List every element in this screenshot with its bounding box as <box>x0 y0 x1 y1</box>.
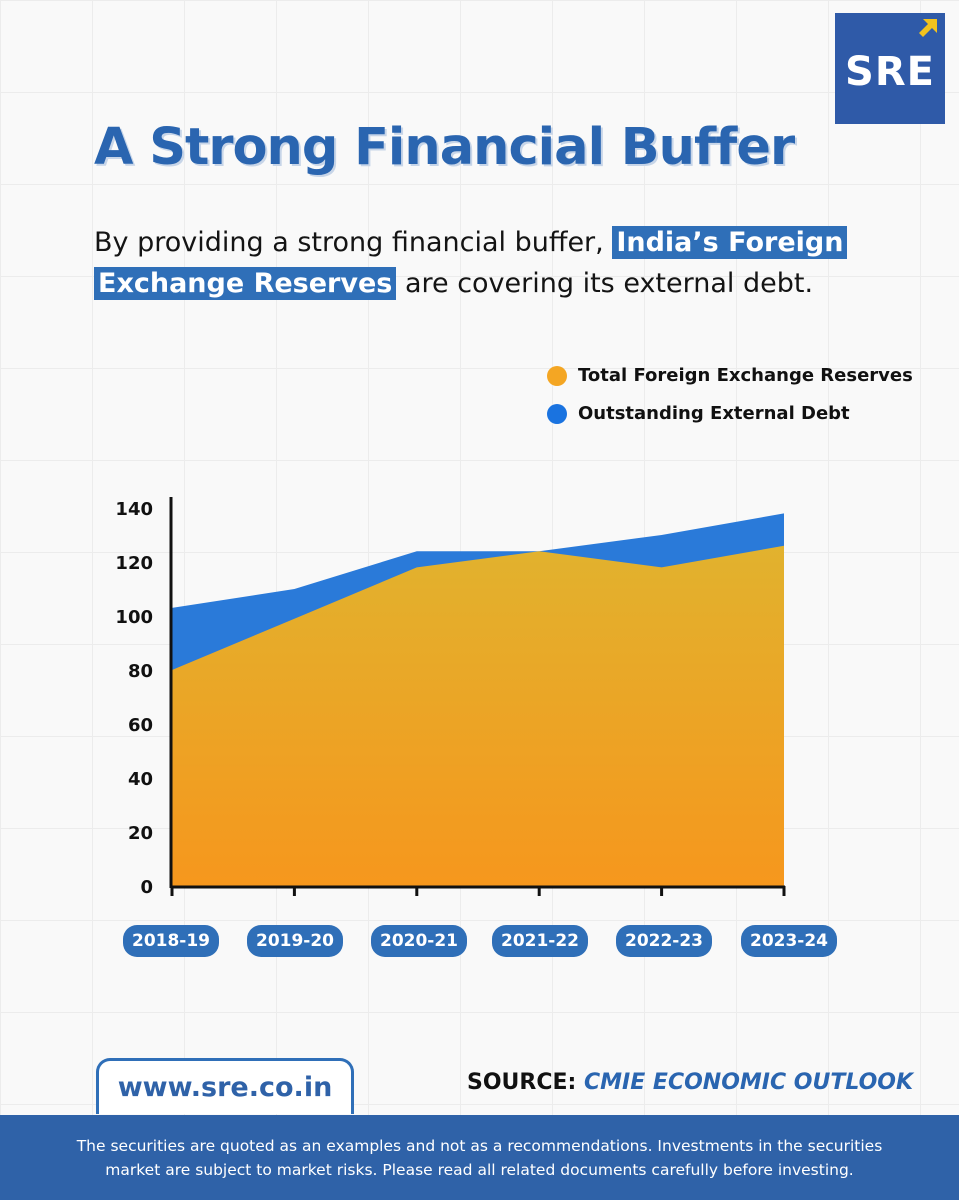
y-tick-label: 20 <box>128 823 153 844</box>
reserves-area <box>172 545 784 886</box>
x-tick-label: 2018-19 <box>123 925 219 957</box>
source-line: SOURCE: CMIE ECONOMIC OUTLOOK <box>467 1070 913 1095</box>
legend-item-debt: Outstanding External Debt <box>547 403 850 424</box>
legend-swatch-debt <box>547 403 567 424</box>
x-tick-label: 2023-24 <box>741 925 837 957</box>
legend-item-reserves: Total Foreign Exchange Reserves <box>547 365 913 386</box>
sre-logo: SRE <box>835 13 945 124</box>
subtitle-text-end: are covering its external debt. <box>396 268 814 299</box>
page-subtitle: By providing a strong financial buffer, … <box>94 222 894 304</box>
x-axis-ticks <box>170 886 786 896</box>
legend-label-debt: Outstanding External Debt <box>578 403 850 424</box>
source-label: SOURCE: <box>467 1070 577 1095</box>
y-tick-label: 80 <box>128 661 153 682</box>
legend-label-reserves: Total Foreign Exchange Reserves <box>578 365 913 386</box>
area-chart: 0 20 40 60 80 100 120 140 <box>115 497 786 898</box>
source-value: CMIE ECONOMIC OUTLOOK <box>584 1070 914 1095</box>
disclaimer-line-1: The securities are quoted as an examples… <box>76 1137 883 1155</box>
subtitle-text-start: By providing a strong financial buffer, <box>94 227 613 258</box>
y-tick-label: 120 <box>115 553 153 574</box>
website-link[interactable]: www.sre.co.in <box>96 1058 354 1114</box>
x-tick-label: 2021-22 <box>492 925 588 957</box>
y-tick-label: 140 <box>115 499 153 520</box>
arrow-up-right-icon <box>919 19 937 37</box>
y-tick-label: 60 <box>128 715 153 736</box>
y-axis-tick-labels: 0 20 40 60 80 100 120 140 <box>115 499 153 898</box>
x-tick-label: 2022-23 <box>616 925 712 957</box>
legend-swatch-reserves <box>547 365 567 386</box>
y-tick-label: 40 <box>128 769 153 790</box>
page-title: A Strong Financial Buffer <box>94 118 795 177</box>
y-tick-label: 0 <box>140 877 153 898</box>
x-tick-label: 2019-20 <box>247 925 343 957</box>
disclaimer-line-2: market are subject to market risks. Plea… <box>105 1161 854 1179</box>
logo-text: SRE <box>845 49 935 95</box>
disclaimer-footer: The securities are quoted as an examples… <box>0 1115 959 1200</box>
x-tick-label: 2020-21 <box>371 925 467 957</box>
y-tick-label: 100 <box>115 607 153 628</box>
